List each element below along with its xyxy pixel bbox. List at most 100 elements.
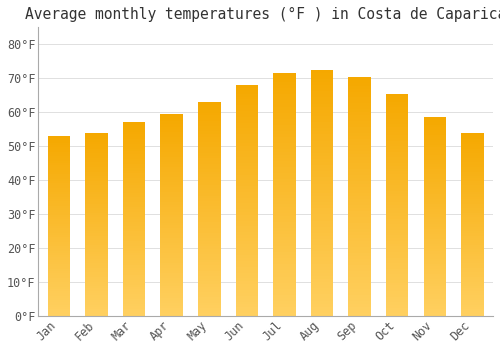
Bar (310, 122, 334, 125)
Bar (160, 230, 183, 233)
Bar (236, 99, 258, 102)
Bar (424, 217, 446, 219)
Bar (123, 229, 146, 231)
Bar (424, 214, 446, 217)
Bar (310, 224, 334, 227)
Bar (461, 222, 483, 224)
Bar (123, 246, 146, 248)
Bar (424, 229, 446, 232)
Bar (273, 298, 295, 301)
Bar (123, 185, 146, 188)
Bar (424, 180, 446, 182)
Bar (160, 212, 183, 215)
Bar (48, 170, 70, 172)
Bar (424, 167, 446, 169)
Bar (461, 233, 483, 236)
Bar (123, 156, 146, 159)
Bar (386, 205, 408, 208)
Bar (386, 296, 408, 299)
Bar (48, 260, 70, 262)
Bar (424, 306, 446, 308)
Bar (85, 268, 108, 270)
Bar (273, 304, 295, 307)
Bar (386, 210, 408, 213)
Bar (236, 296, 258, 299)
Bar (236, 238, 258, 241)
Bar (198, 313, 220, 316)
Bar (48, 181, 70, 183)
Bar (236, 177, 258, 180)
Bar (160, 235, 183, 238)
Bar (386, 141, 408, 144)
Bar (461, 300, 483, 302)
Bar (48, 300, 70, 302)
Bar (123, 272, 146, 275)
Bar (310, 236, 334, 239)
Bar (310, 227, 334, 230)
Bar (310, 291, 334, 294)
Bar (461, 195, 483, 197)
Bar (123, 236, 146, 239)
Bar (424, 127, 446, 130)
Bar (85, 160, 108, 162)
Bar (236, 192, 258, 195)
Bar (348, 268, 371, 271)
Bar (348, 220, 371, 223)
Bar (85, 183, 108, 185)
Bar (273, 137, 295, 140)
Bar (461, 266, 483, 268)
Bar (273, 131, 295, 134)
Bar (123, 139, 146, 142)
Bar (160, 281, 183, 283)
Bar (310, 159, 334, 162)
Bar (160, 306, 183, 308)
Bar (123, 130, 146, 132)
Bar (236, 160, 258, 163)
Bar (48, 201, 70, 203)
Bar (160, 197, 183, 200)
Bar (236, 290, 258, 293)
Bar (424, 269, 446, 271)
Bar (123, 311, 146, 314)
Bar (198, 289, 220, 292)
Bar (424, 286, 446, 289)
Bar (386, 216, 408, 219)
Bar (273, 243, 295, 246)
Bar (348, 118, 371, 121)
Bar (310, 85, 334, 88)
Bar (386, 235, 408, 238)
Bar (236, 169, 258, 172)
Bar (348, 83, 371, 85)
Bar (348, 292, 371, 295)
Bar (348, 310, 371, 313)
Bar (236, 146, 258, 148)
Bar (123, 168, 146, 171)
Bar (348, 184, 371, 187)
Bar (85, 222, 108, 224)
Bar (85, 199, 108, 201)
Bar (48, 262, 70, 264)
Bar (273, 173, 295, 176)
Bar (160, 260, 183, 263)
Bar (123, 239, 146, 241)
Bar (123, 183, 146, 185)
Bar (461, 167, 483, 169)
Bar (273, 122, 295, 125)
Bar (123, 166, 146, 168)
Bar (348, 166, 371, 169)
Bar (310, 116, 334, 119)
Bar (424, 184, 446, 187)
Bar (85, 142, 108, 144)
Bar (160, 152, 183, 154)
Bar (123, 277, 146, 280)
Bar (236, 313, 258, 316)
Bar (273, 313, 295, 316)
Bar (310, 242, 334, 245)
Bar (310, 134, 334, 138)
Bar (160, 117, 183, 119)
Bar (198, 292, 220, 295)
Bar (198, 134, 220, 137)
Bar (85, 298, 108, 300)
Bar (236, 131, 258, 134)
Bar (85, 240, 108, 243)
